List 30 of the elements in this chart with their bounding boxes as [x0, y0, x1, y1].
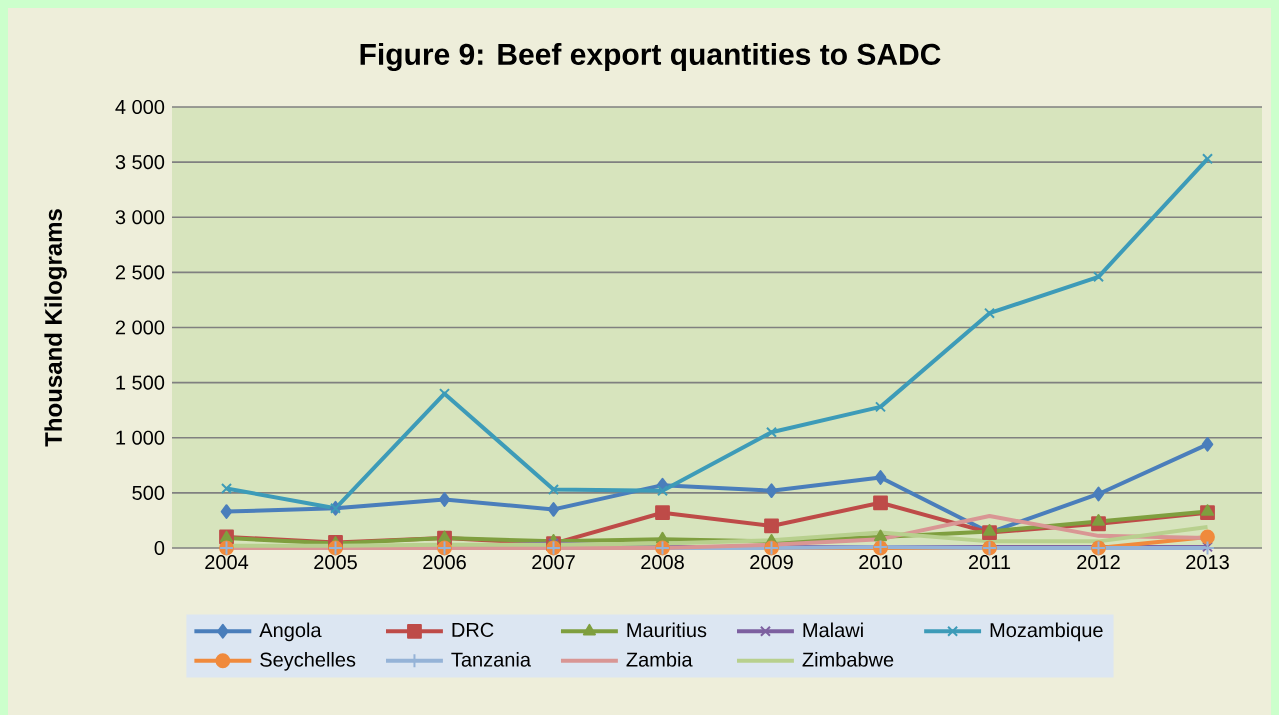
legend-label: Seychelles: [260, 652, 356, 671]
x-tick-label: 2011: [969, 555, 1011, 570]
y-tick-label: 1 000: [116, 430, 165, 445]
y-tick-label: 2 000: [115, 320, 165, 335]
x-tick-label: 2005: [314, 555, 357, 570]
legend-label: Tanzania: [451, 652, 531, 667]
legend-label: Malawi: [803, 622, 863, 638]
y-tick-label: 2 500: [115, 265, 165, 280]
legend-label: Zambia: [626, 652, 693, 667]
y-tick-label: 500: [132, 485, 165, 500]
x-tick-label: 2013: [1186, 555, 1229, 570]
legend-label: Mozambique: [990, 622, 1103, 642]
x-tick-label: 2008: [641, 555, 684, 570]
x-tick-label: 2006: [423, 555, 466, 570]
legend-label: Mauritius: [627, 622, 707, 638]
y-tick-label: 0: [154, 540, 165, 556]
y-tick-label: 3 500: [115, 155, 165, 170]
x-tick-label: 2010: [859, 555, 902, 570]
y-tick-label: 1 500: [116, 375, 165, 390]
y-axis-title: Thousand Kilograms: [44, 209, 67, 447]
chart-title: Figure 9: Beef export quantities to SADC: [360, 42, 941, 72]
x-tick-label: 2012: [1077, 555, 1120, 570]
x-tick-label: 2004: [205, 555, 249, 570]
legend-label: DRC: [452, 622, 494, 637]
x-tick-label: 2009: [750, 555, 793, 570]
x-tick-label: 2007: [532, 555, 575, 570]
legend-label: Angola: [259, 622, 322, 642]
y-tick-label: 4 000: [115, 99, 165, 115]
y-tick-label: 3 000: [115, 210, 165, 225]
legend-label: Zimbabwe: [802, 652, 894, 667]
